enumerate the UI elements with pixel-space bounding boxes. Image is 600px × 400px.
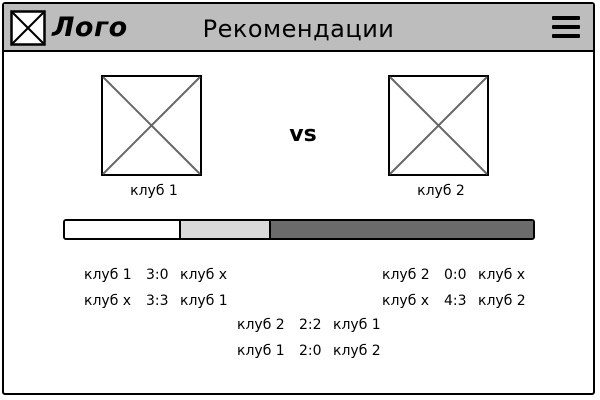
result-row: клуб 2 0:0 клуб x (382, 262, 526, 288)
club-right-recent-results: клуб 2 0:0 клуб x клуб x 4:3 клуб 2 (382, 262, 526, 314)
club-right-label: клуб 2 (417, 183, 465, 199)
head-to-head-results: клуб 2 2:2 клуб 1 клуб 1 2:0 клуб 2 (237, 312, 381, 364)
result-team-b: клуб 1 (180, 293, 228, 309)
result-row: клуб 1 3:0 клуб x (84, 262, 228, 288)
result-row: клуб 1 2:0 клуб 2 (237, 338, 381, 364)
app-frame (2, 2, 595, 395)
result-score: 3:3 (146, 293, 169, 309)
result-team-a: клуб 2 (237, 317, 285, 333)
result-team-a: клуб 2 (382, 267, 430, 283)
header-bar: Лого Рекомендации (4, 4, 593, 52)
result-team-b: клуб x (180, 267, 228, 283)
result-score: 3:0 (146, 267, 169, 283)
page-title: Рекомендации (202, 15, 395, 43)
outcome-probability-bar (63, 219, 535, 240)
result-row: клуб x 4:3 клуб 2 (382, 288, 526, 314)
result-team-a: клуб x (382, 293, 430, 309)
club-left-image[interactable] (101, 75, 202, 176)
result-row: клуб x 3:3 клуб 1 (84, 288, 228, 314)
result-row: клуб 2 2:2 клуб 1 (237, 312, 381, 338)
hamburger-menu-icon[interactable] (552, 16, 582, 40)
result-team-b: клуб 2 (478, 293, 526, 309)
result-score: 0:0 (444, 267, 467, 283)
club-left-recent-results: клуб 1 3:0 клуб x клуб x 3:3 клуб 1 (84, 262, 228, 314)
result-score: 4:3 (444, 293, 467, 309)
probability-segment-3 (268, 221, 533, 238)
versus-label: vs (289, 122, 317, 147)
logo-placeholder-icon[interactable] (10, 10, 46, 46)
probability-segment-1 (65, 221, 179, 238)
result-team-a: клуб x (84, 293, 132, 309)
probability-segment-2 (178, 221, 269, 238)
logo-text[interactable]: Лого (52, 12, 128, 43)
result-team-b: клуб 1 (333, 317, 381, 333)
club-left-label: клуб 1 (130, 183, 178, 199)
result-team-b: клуб 2 (333, 343, 381, 359)
result-score: 2:2 (299, 317, 322, 333)
result-team-b: клуб x (478, 267, 526, 283)
result-score: 2:0 (299, 343, 322, 359)
result-team-a: клуб 1 (84, 267, 132, 283)
result-team-a: клуб 1 (237, 343, 285, 359)
club-right-image[interactable] (388, 75, 489, 176)
